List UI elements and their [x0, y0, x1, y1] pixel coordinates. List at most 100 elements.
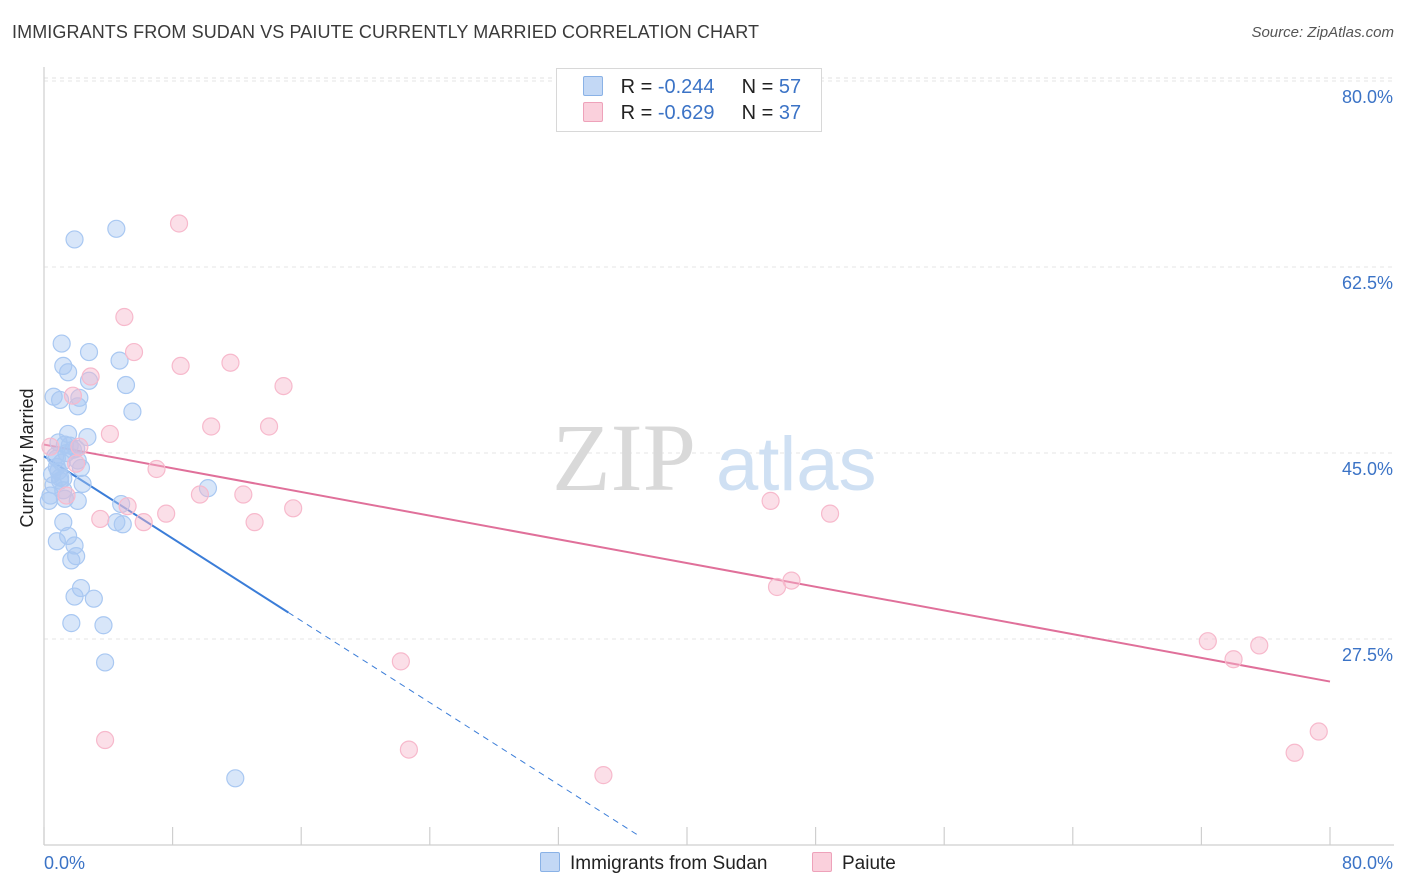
paiute-point — [100, 424, 120, 444]
correlation-legend: R = -0.244 N = 57 R = -0.629 N = 37 — [556, 68, 822, 132]
paiute-point — [70, 437, 89, 456]
sudan-point — [62, 614, 81, 633]
paiute-point — [124, 342, 144, 362]
paiute-point — [190, 485, 210, 504]
legend-r-label: R = — [620, 102, 653, 124]
legend-n-label: N = — [741, 76, 774, 98]
paiute-point — [391, 652, 410, 671]
bottom-legend-sudan: Immigrants from Sudan — [540, 852, 767, 875]
paiute-point — [399, 740, 419, 759]
watermark-atlas: atlas — [716, 422, 877, 507]
grid-lines — [44, 77, 1394, 640]
paiute-point — [202, 417, 221, 436]
paiute-point — [95, 730, 115, 750]
trend-lines — [43, 443, 1331, 837]
paiute-point — [147, 459, 166, 479]
sudan-point — [84, 589, 103, 608]
paiute-point — [274, 376, 293, 396]
sudan-point — [71, 578, 91, 598]
paiute-point — [63, 386, 83, 405]
x-tick-label: 0.0% — [44, 853, 85, 873]
paiute-point — [57, 486, 76, 505]
sudan-point — [59, 526, 78, 546]
sudan-point — [52, 334, 71, 353]
legend-row-sudan: R = -0.244 N = 57 — [583, 76, 801, 102]
sudan-point — [65, 230, 84, 249]
paiute-point — [594, 766, 613, 785]
paiute-point — [118, 497, 137, 516]
paiute-point — [234, 485, 253, 504]
sudan-point — [79, 342, 99, 362]
paiute-point — [157, 504, 176, 523]
sudan-point — [73, 474, 92, 493]
paiute-point — [81, 367, 100, 386]
legend-n-value: 37 — [778, 102, 802, 124]
trend-line-paiute — [43, 443, 1331, 683]
tick-labels: 27.5% 45.0% 62.5% 80.0% 0.0% 80.0% — [44, 87, 1393, 873]
legend-r-value: -0.244 — [657, 76, 715, 98]
paiute-point — [67, 454, 86, 473]
paiute-point — [171, 356, 190, 376]
sudan-point — [113, 515, 132, 534]
paiute-point — [1309, 722, 1328, 741]
paiute-point — [134, 513, 153, 532]
paiute-point — [169, 214, 189, 233]
sudan-point — [47, 532, 66, 551]
bottom-legend-swatch-paiute — [812, 852, 832, 872]
chart-title: IMMIGRANTS FROM SUDAN VS PAIUTE CURRENTL… — [12, 22, 760, 42]
sudan-point — [107, 219, 126, 238]
legend-swatch-paiute — [583, 102, 603, 122]
legend-n-label: N = — [741, 102, 774, 124]
y-tick-label: 45.0% — [1342, 459, 1393, 479]
sudan-point — [50, 468, 70, 487]
sudan-point — [95, 653, 115, 672]
paiute-point — [820, 504, 840, 523]
watermark: ZIP atlas — [552, 404, 877, 511]
legend-row-paiute: R = -0.629 N = 37 — [583, 102, 801, 128]
paiute-point — [782, 571, 801, 590]
sudan-point — [110, 351, 129, 370]
sudan-point — [123, 402, 142, 421]
legend-r-value: -0.629 — [657, 102, 715, 124]
sudan-point — [41, 486, 60, 505]
source-label: Source: ZipAtlas.com — [1251, 24, 1394, 41]
y-tick-label: 80.0% — [1342, 87, 1393, 107]
sudan-point — [59, 363, 78, 382]
bottom-legend-swatch-sudan — [540, 852, 560, 872]
paiute-point — [761, 491, 780, 510]
sudan-point — [94, 616, 113, 635]
paiute-point — [284, 499, 303, 518]
data-points — [39, 214, 1328, 788]
sudan-point — [67, 439, 86, 458]
sudan-point — [226, 769, 245, 788]
bottom-legend-paiute: Paiute — [812, 852, 896, 875]
sudan-point — [116, 375, 136, 395]
y-tick-label: 62.5% — [1342, 273, 1393, 293]
paiute-point — [1198, 632, 1217, 651]
bottom-legend-label-paiute: Paiute — [842, 853, 896, 874]
watermark-zip: ZIP — [552, 404, 696, 511]
sudan-point — [47, 449, 66, 468]
paiute-point — [245, 513, 264, 532]
paiute-point — [221, 353, 240, 372]
paiute-point — [1224, 650, 1243, 669]
bottom-legend-label-sudan: Immigrants from Sudan — [570, 853, 768, 874]
paiute-point — [115, 307, 134, 327]
x-tick-label: 80.0% — [1342, 853, 1393, 873]
sudan-point — [67, 547, 86, 566]
paiute-point — [91, 509, 110, 529]
trend-line-extension — [288, 612, 640, 837]
paiute-point — [1250, 636, 1269, 655]
sudan-point — [54, 513, 73, 532]
paiute-point — [41, 437, 60, 456]
paiute-point — [1285, 743, 1304, 762]
legend-swatch-sudan — [583, 76, 603, 96]
legend-r-label: R = — [620, 76, 653, 98]
sudan-point — [68, 491, 87, 510]
paiute-point — [259, 417, 279, 436]
trend-line-sudan — [43, 455, 289, 614]
y-axis-label: Currently Married — [17, 388, 37, 527]
axes — [43, 67, 1394, 846]
y-tick-label: 27.5% — [1342, 645, 1393, 665]
